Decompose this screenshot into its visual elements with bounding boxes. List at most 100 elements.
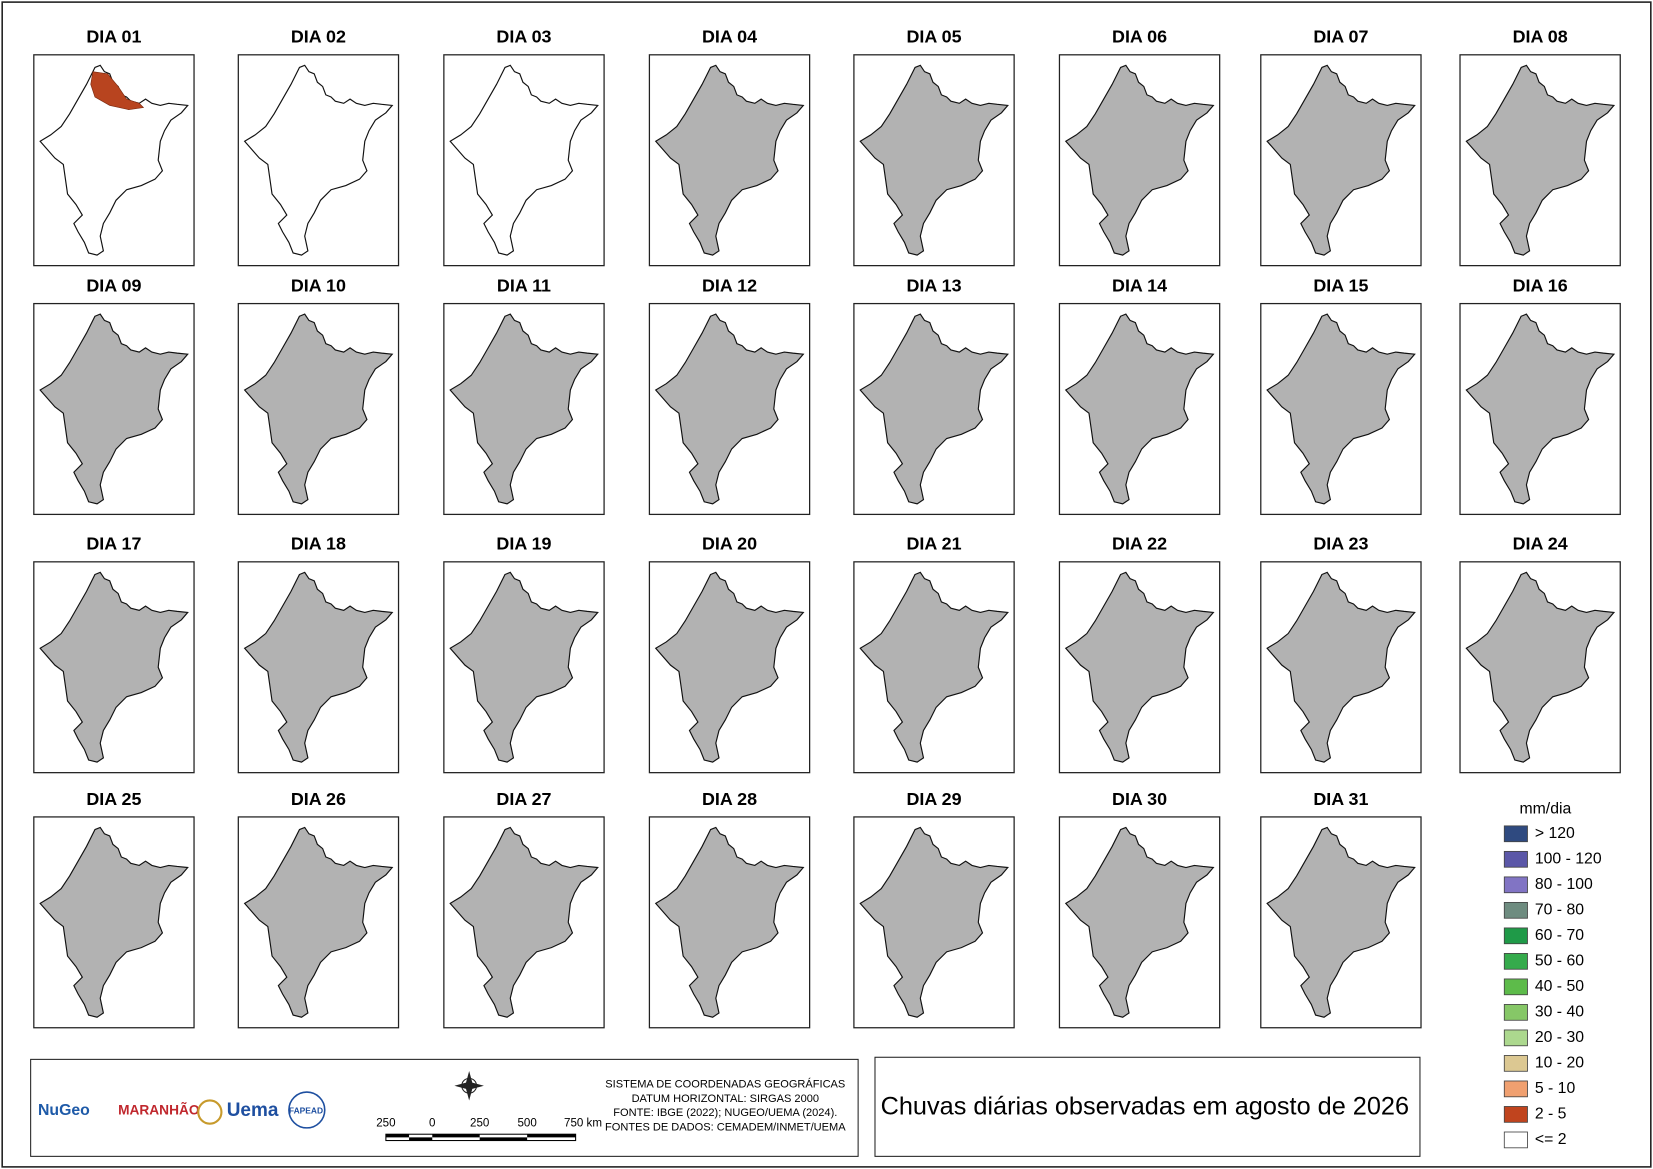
panel-title: DIA 08 bbox=[1513, 27, 1568, 47]
panel-title: DIA 30 bbox=[1112, 789, 1167, 809]
legend-label: <= 2 bbox=[1535, 1131, 1567, 1148]
scale-label: 750 km bbox=[564, 1118, 602, 1130]
panel-title: DIA 15 bbox=[1313, 275, 1368, 295]
legend-label: 70 - 80 bbox=[1535, 901, 1584, 918]
panel-title: DIA 13 bbox=[906, 275, 961, 295]
panel-title: DIA 04 bbox=[702, 27, 757, 47]
state-outline bbox=[243, 313, 394, 505]
legend-label: 80 - 100 bbox=[1535, 876, 1593, 893]
state-outline bbox=[449, 64, 599, 256]
legend-swatch bbox=[1503, 1131, 1528, 1149]
state-outline bbox=[654, 571, 805, 763]
state-outline bbox=[39, 826, 189, 1018]
state-outline bbox=[1266, 64, 1416, 256]
panel-title: DIA 22 bbox=[1112, 534, 1167, 554]
scale-label: 250 bbox=[470, 1118, 489, 1130]
state-outline bbox=[243, 571, 394, 763]
credit-line: FONTES DE DADOS: CEMADEM/INMET/UEMA bbox=[605, 1121, 846, 1133]
legend-label: 40 - 50 bbox=[1535, 978, 1584, 995]
state-outline bbox=[243, 826, 394, 1018]
scale-bar bbox=[385, 1133, 577, 1142]
panel-title: DIA 19 bbox=[496, 534, 551, 554]
panel-title: DIA 20 bbox=[702, 534, 757, 554]
legend-swatch bbox=[1503, 927, 1528, 945]
logo: NuGeo bbox=[38, 1102, 90, 1119]
logo: Uema bbox=[227, 1100, 279, 1121]
panel-title: DIA 17 bbox=[86, 534, 141, 554]
panel-title: DIA 29 bbox=[906, 789, 961, 809]
state-outline bbox=[39, 571, 189, 763]
legend-label: 30 - 40 bbox=[1535, 1004, 1584, 1021]
panel-title: DIA 25 bbox=[86, 789, 141, 809]
credit-line: FONTE: IBGE (2022); NUGEO/UEMA (2024). bbox=[613, 1107, 837, 1119]
state-outline bbox=[1266, 313, 1416, 505]
state-outline bbox=[859, 64, 1009, 256]
state-outline bbox=[654, 826, 805, 1018]
panel-title: DIA 05 bbox=[906, 27, 961, 47]
logo-emblem bbox=[288, 1091, 326, 1129]
title-box bbox=[874, 1056, 1421, 1157]
credit-line: DATUM HORIZONTAL: SIRGAS 2000 bbox=[632, 1093, 819, 1105]
state-outline bbox=[859, 313, 1009, 505]
legend-swatch bbox=[1503, 850, 1528, 868]
state-outline bbox=[39, 313, 189, 505]
state-outline bbox=[859, 826, 1009, 1018]
scale-label: 500 bbox=[517, 1118, 536, 1130]
legend-label: 10 - 20 bbox=[1535, 1055, 1584, 1072]
panel-title: DIA 27 bbox=[496, 789, 551, 809]
legend-label: 20 - 30 bbox=[1535, 1029, 1584, 1046]
legend-swatch bbox=[1503, 876, 1528, 894]
panel-title: DIA 01 bbox=[86, 27, 141, 47]
panel-title: DIA 03 bbox=[496, 27, 551, 47]
panel-title: DIA 12 bbox=[702, 275, 757, 295]
legend-label: > 120 bbox=[1535, 825, 1575, 842]
state-outline bbox=[1064, 313, 1215, 505]
panel-title: DIA 21 bbox=[906, 534, 961, 554]
state-outline bbox=[859, 571, 1009, 763]
logo: MARANHÃO bbox=[118, 1103, 200, 1118]
state-outline bbox=[1266, 571, 1416, 763]
panel-title: DIA 09 bbox=[86, 275, 141, 295]
panel-title: DIA 31 bbox=[1313, 789, 1368, 809]
state-outline bbox=[654, 313, 805, 505]
legend-title: mm/dia bbox=[1519, 801, 1571, 818]
state-outline bbox=[1266, 826, 1416, 1018]
state-outline bbox=[1465, 64, 1616, 256]
legend-label: 100 - 120 bbox=[1535, 850, 1602, 867]
panel-title: DIA 14 bbox=[1112, 275, 1167, 295]
north-arrow bbox=[454, 1070, 484, 1101]
sheet-title: Chuvas diárias observadas em agosto de 2… bbox=[881, 1093, 1409, 1121]
legend-label: 5 - 10 bbox=[1535, 1080, 1576, 1097]
scale-label: 0 bbox=[429, 1118, 435, 1130]
scale-label: 250 bbox=[376, 1118, 395, 1130]
legend-label: 60 - 70 bbox=[1535, 927, 1584, 944]
state-outline bbox=[243, 64, 394, 256]
legend-swatch bbox=[1503, 901, 1528, 919]
panel-title: DIA 06 bbox=[1112, 27, 1167, 47]
state-outline bbox=[1465, 313, 1616, 505]
legend-swatch bbox=[1503, 1080, 1528, 1098]
logo: FAPEAD bbox=[289, 1105, 323, 1115]
legend-label: 50 - 60 bbox=[1535, 953, 1584, 970]
panel-title: DIA 07 bbox=[1313, 27, 1368, 47]
state-outline bbox=[1064, 64, 1215, 256]
panel-title: DIA 10 bbox=[291, 275, 346, 295]
panel-title: DIA 24 bbox=[1513, 534, 1568, 554]
credit-line: SISTEMA DE COORDENADAS GEOGRÁFICAS bbox=[605, 1078, 845, 1091]
legend-label: 2 - 5 bbox=[1535, 1106, 1567, 1123]
logo-emblem bbox=[197, 1099, 223, 1125]
panel-title: DIA 16 bbox=[1513, 275, 1568, 295]
state-outline bbox=[449, 826, 599, 1018]
legend-swatch bbox=[1503, 1055, 1528, 1072]
panel-title: DIA 28 bbox=[702, 789, 757, 809]
panel-title: DIA 02 bbox=[291, 27, 346, 47]
legend-swatch bbox=[1503, 825, 1528, 843]
state-outline bbox=[449, 313, 599, 505]
state-outline bbox=[654, 64, 805, 256]
state-outline bbox=[1465, 571, 1616, 763]
state-outline bbox=[1064, 826, 1215, 1018]
state-outline bbox=[1064, 571, 1215, 763]
panel-title: DIA 18 bbox=[291, 534, 346, 554]
state-outline bbox=[449, 571, 599, 763]
